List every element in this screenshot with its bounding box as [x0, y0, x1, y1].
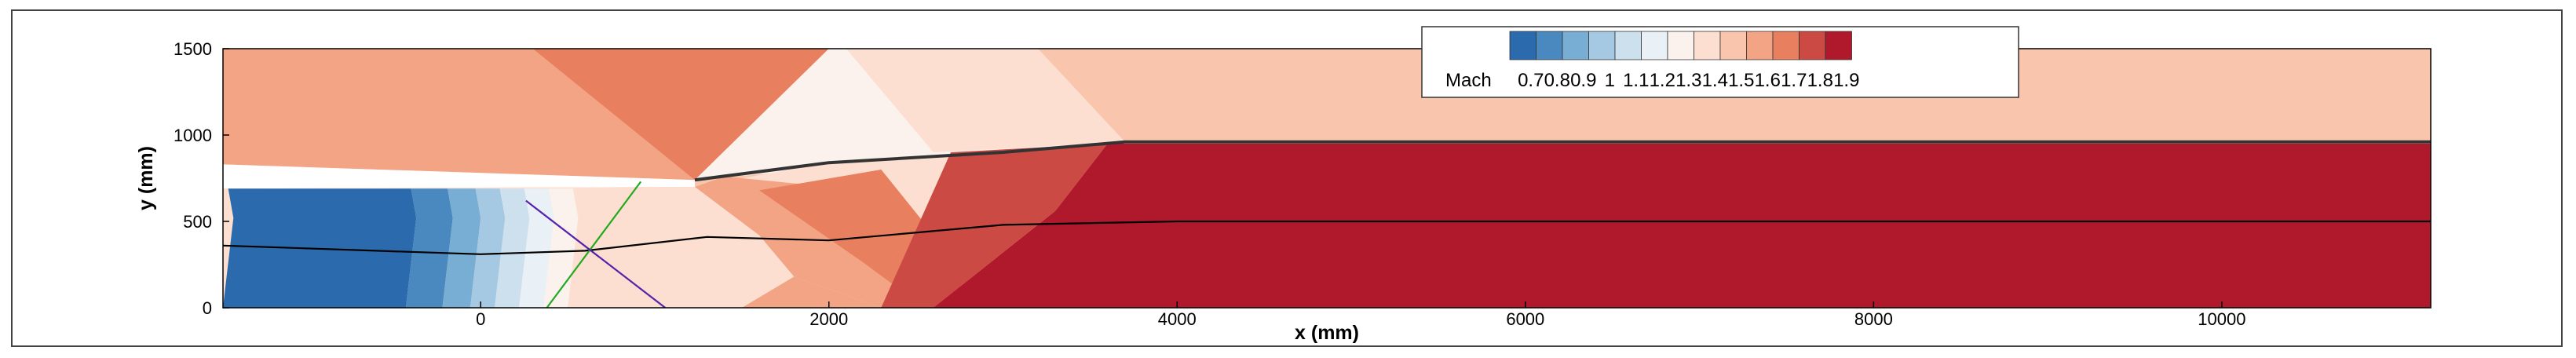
legend-swatch [1641, 31, 1668, 60]
region-low-wedge [741, 276, 882, 308]
legend-title: Mach [1445, 70, 1492, 91]
y-tick-label: 500 [183, 212, 212, 232]
x-axis-title: x (mm) [1295, 322, 1359, 344]
y-axis-title: y (mm) [135, 146, 157, 210]
chart-frame: 0 2000 4000 6000 8000 10000 0 500 1000 1500 x (mm… [11, 9, 2563, 347]
legend-level-label: 1.6 [1755, 70, 1781, 91]
legend-level-label: 0.8 [1544, 70, 1570, 91]
mach-legend: Mach 0.7 0.8 0.9 1 1.1 1.2 1.3 1.4 1.5 1.6 1.7 1.8 1.… [1421, 26, 2019, 98]
curve-purple-line [525, 199, 666, 308]
legend-level-label: 0.7 [1518, 70, 1544, 91]
legend-swatch [1667, 31, 1694, 60]
legend-level-label: 0.9 [1570, 70, 1596, 91]
legend-level-label: 1.2 [1650, 70, 1675, 91]
x-tick-label: 10000 [2198, 309, 2245, 329]
mach-contour-plot: 0 2000 4000 6000 8000 10000 0 500 1000 1500 x (mm… [135, 26, 2432, 344]
legend-swatch [1509, 31, 1536, 60]
x-tick-label: 4000 [1158, 309, 1197, 329]
curves-layer [223, 140, 2431, 308]
legend-level-label: 1.1 [1623, 70, 1649, 91]
legend-level-label: 1.4 [1702, 70, 1728, 91]
band-5 [519, 188, 554, 308]
legend-swatch [1719, 31, 1747, 60]
legend-level-label: 1.8 [1807, 70, 1833, 91]
legend-swatch [1614, 31, 1642, 60]
region-lip-gap [223, 164, 695, 189]
band-3 [470, 188, 506, 308]
legend-level-label: 1.5 [1728, 70, 1754, 91]
legend-swatch [1746, 31, 1774, 60]
contour-field [223, 49, 2431, 308]
x-tick-label: 0 [476, 309, 485, 329]
legend-level-label: 1.3 [1675, 70, 1701, 91]
legend-level-label: 1.7 [1781, 70, 1807, 91]
plot-border [222, 48, 2432, 309]
legend-swatch [1588, 31, 1616, 60]
band-4 [495, 188, 530, 308]
legend-swatch [1772, 31, 1800, 60]
y-tick-label: 1000 [174, 126, 212, 145]
curve-green-line [546, 181, 642, 308]
y-tick-label: 1500 [174, 39, 212, 59]
x-tick-label: 8000 [1854, 309, 1893, 329]
axes-layer: 0 2000 4000 6000 8000 10000 0 500 1000 1500 [174, 39, 2245, 329]
legend-swatch [1694, 31, 1721, 60]
x-tick-label: 6000 [1506, 309, 1544, 329]
legend-swatch [1536, 31, 1563, 60]
legend-swatch [1799, 31, 1826, 60]
legend-level-label: 1 [1605, 70, 1615, 91]
region-downstream-core [933, 144, 2431, 308]
y-tick-label: 0 [203, 298, 212, 318]
region-shock-upper [532, 49, 829, 181]
band-1 [405, 188, 453, 308]
band-2 [442, 188, 481, 308]
curve-jet-boundary [694, 140, 2431, 182]
region-shock-wedge-outer [846, 49, 1125, 152]
legend-swatch [1825, 31, 1852, 60]
legend-swatch [1562, 31, 1589, 60]
x-tick-label: 2000 [809, 309, 848, 329]
region-reflection [695, 176, 934, 308]
legend-level-label: 1.9 [1833, 70, 1859, 91]
curve-centerline-profile [223, 220, 2431, 255]
